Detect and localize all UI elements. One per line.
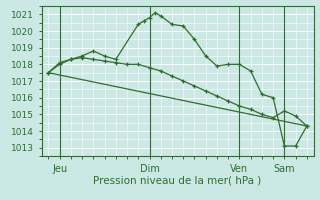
X-axis label: Pression niveau de la mer( hPa ): Pression niveau de la mer( hPa ) [93, 175, 262, 185]
